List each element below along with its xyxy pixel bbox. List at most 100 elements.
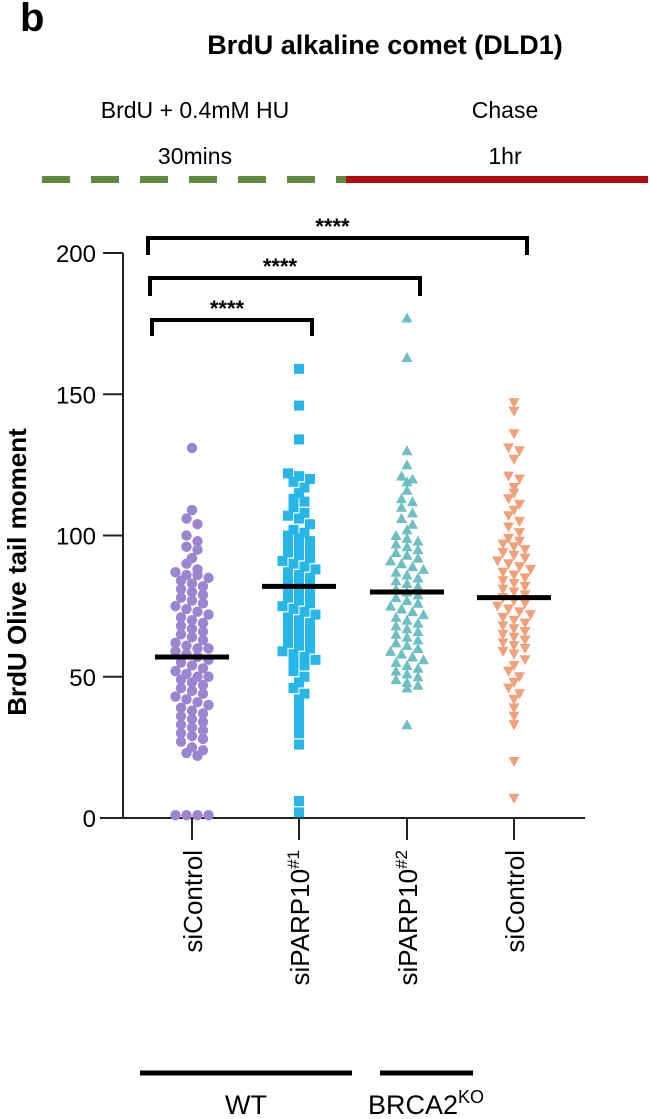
x-category-label: siControl <box>500 850 530 953</box>
data-point-triangle-down <box>508 632 520 643</box>
data-point-square <box>294 615 304 626</box>
data-point-circle <box>175 719 187 730</box>
data-point-square <box>294 728 304 739</box>
data-point-triangle-down <box>508 615 520 626</box>
data-point-triangle <box>412 572 424 583</box>
data-point-circle <box>175 736 187 747</box>
data-point-square <box>294 570 304 581</box>
data-point-triangle-down <box>519 553 531 564</box>
data-point-triangle <box>390 637 402 648</box>
data-point-triangle <box>401 668 413 679</box>
data-point-triangle-down <box>514 528 525 539</box>
data-point-triangle <box>412 626 424 637</box>
y-axis-label: BrdU Olive tail moment <box>2 428 32 716</box>
data-point-triangle <box>390 657 402 668</box>
data-point-triangle-down <box>525 564 536 575</box>
data-point-square <box>294 702 304 713</box>
data-point-square <box>283 575 293 586</box>
timeline-dash-segment <box>140 176 168 183</box>
data-point-circle <box>181 668 192 680</box>
data-point-square <box>299 606 310 617</box>
data-point-triangle-down <box>508 624 520 635</box>
data-point-circle <box>181 530 192 541</box>
data-point-square <box>288 493 299 504</box>
data-points <box>170 312 536 821</box>
data-point-triangle <box>412 597 424 608</box>
data-point-circle <box>186 504 198 516</box>
significance-bracket <box>150 318 314 336</box>
data-point-square <box>299 561 310 572</box>
data-point-square <box>283 592 293 603</box>
data-point-circle <box>203 809 214 821</box>
data-point-square <box>294 711 304 722</box>
data-point-circle <box>197 598 209 609</box>
data-point-square <box>283 612 293 623</box>
data-point-circle <box>192 535 203 547</box>
data-point-triangle-down <box>519 573 531 584</box>
data-point-triangle-down <box>503 559 514 570</box>
data-point-triangle <box>390 611 402 622</box>
data-point-triangle-down <box>508 793 520 804</box>
data-point-circle <box>186 722 198 733</box>
data-point-triangle-down <box>514 672 525 683</box>
data-point-circle <box>192 544 203 555</box>
data-point-circle <box>192 606 203 617</box>
data-point-square <box>299 688 310 699</box>
data-point-triangle <box>401 594 413 605</box>
data-point-triangle-down <box>508 641 520 652</box>
data-point-triangle <box>401 682 413 693</box>
data-point-triangle <box>396 558 407 569</box>
significance-bracket <box>146 236 529 255</box>
group-labels: WT BRCA2KO <box>140 1070 484 1119</box>
data-point-triangle <box>401 524 413 535</box>
data-point-circle <box>192 809 203 821</box>
data-point-circle <box>203 609 214 620</box>
data-point-triangle <box>401 541 413 552</box>
data-point-circle <box>197 663 209 674</box>
data-point-circle <box>186 632 198 643</box>
data-point-square <box>310 654 321 665</box>
data-point-triangle-down <box>508 711 520 722</box>
data-point-triangle-down <box>519 655 531 666</box>
data-point-triangle <box>396 603 407 614</box>
data-point-square <box>283 538 293 549</box>
data-point-square <box>288 502 299 513</box>
data-point-triangle-down <box>497 621 509 632</box>
data-point-circle <box>197 725 209 736</box>
data-point-square <box>288 524 299 535</box>
data-point-triangle-down <box>519 644 531 654</box>
significance-brackets: **** **** **** <box>146 214 529 336</box>
y-tick-label: 0 <box>83 806 96 833</box>
data-point-triangle-down <box>514 536 525 547</box>
data-point-triangle-down <box>503 604 514 615</box>
data-point-triangle-down <box>497 567 509 578</box>
data-point-square <box>305 553 315 564</box>
data-point-circle <box>170 691 181 702</box>
data-point-triangle-down <box>514 499 525 510</box>
data-point-triangle-down <box>503 533 514 544</box>
data-point-square <box>294 719 304 730</box>
data-point-triangle-down <box>508 677 520 688</box>
data-point-triangle <box>401 719 413 730</box>
data-point-triangle-down <box>497 576 509 587</box>
data-point-triangle-down <box>508 542 520 553</box>
data-point-triangle <box>412 617 424 628</box>
x-category-superscript: #2 <box>392 850 411 869</box>
data-point-triangle-down <box>514 446 525 457</box>
data-point-triangle-down <box>508 570 520 581</box>
x-axis-labels: siControl siPARP10#1 siPARP10#2 siControl <box>178 850 530 986</box>
data-point-square <box>294 632 304 643</box>
data-point-triangle <box>401 640 413 651</box>
data-point-triangle-down <box>514 516 525 527</box>
timeline-chase-line <box>346 176 648 183</box>
data-point-circle <box>197 634 209 646</box>
data-point-square <box>294 471 304 482</box>
data-point-circle <box>186 623 198 634</box>
data-point-square <box>305 618 315 629</box>
data-point-triangle <box>385 645 396 656</box>
data-point-triangle <box>412 634 424 645</box>
data-point-triangle-down <box>508 505 520 516</box>
data-point-circle <box>175 620 187 632</box>
data-point-triangle <box>390 592 402 603</box>
